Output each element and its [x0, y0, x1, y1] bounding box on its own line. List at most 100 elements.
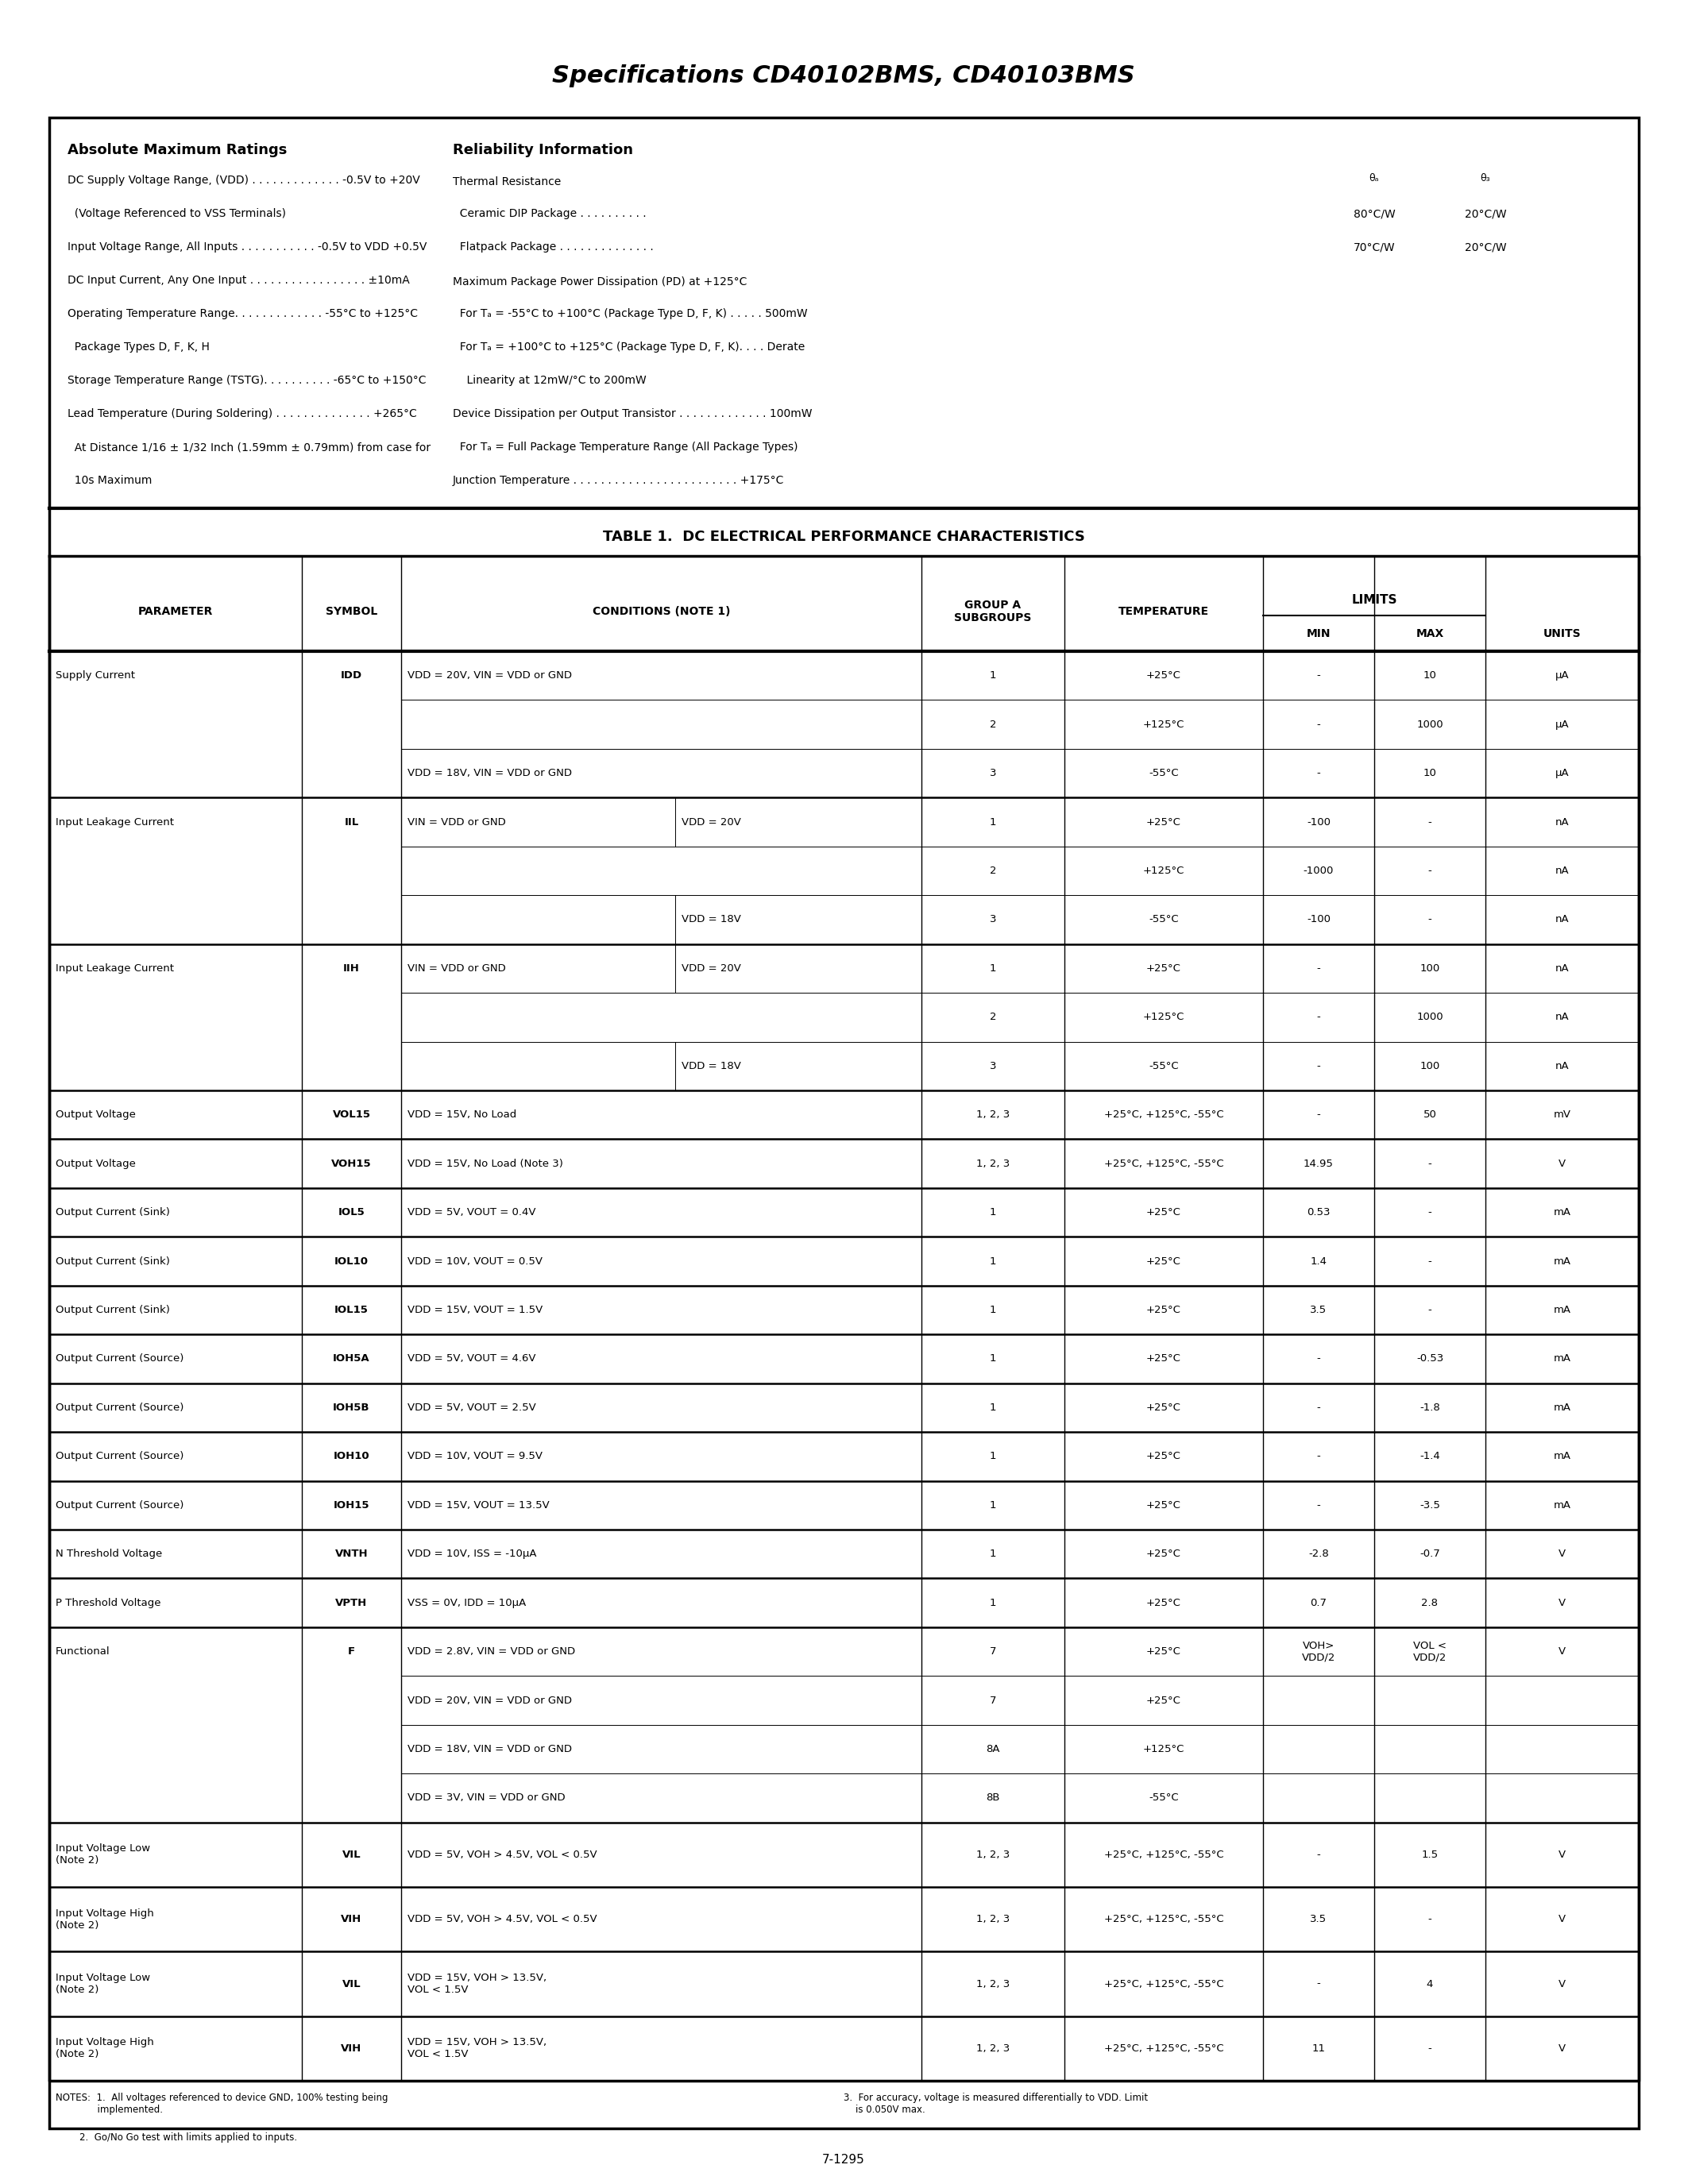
Text: -: -: [1317, 670, 1320, 681]
Text: MIN: MIN: [1307, 629, 1330, 640]
Text: +25°C: +25°C: [1146, 1450, 1182, 1461]
Text: IDD: IDD: [341, 670, 363, 681]
Text: VDD = 15V, No Load (Note 3): VDD = 15V, No Load (Note 3): [407, 1158, 564, 1168]
Text: Junction Temperature . . . . . . . . . . . . . . . . . . . . . . . . +175°C: Junction Temperature . . . . . . . . . .…: [452, 474, 785, 487]
Text: 0.53: 0.53: [1307, 1208, 1330, 1219]
Text: V: V: [1558, 1548, 1566, 1559]
Text: Operating Temperature Range. . . . . . . . . . . . . -55°C to +125°C: Operating Temperature Range. . . . . . .…: [68, 308, 419, 319]
Text: 1: 1: [989, 1208, 996, 1219]
Text: 20°C/W: 20°C/W: [1465, 242, 1506, 253]
Text: VSS = 0V, IDD = 10μA: VSS = 0V, IDD = 10μA: [407, 1599, 527, 1607]
Text: For Tₐ = +100°C to +125°C (Package Type D, F, K). . . . Derate: For Tₐ = +100°C to +125°C (Package Type …: [452, 341, 805, 352]
Text: +25°C, +125°C, -55°C: +25°C, +125°C, -55°C: [1104, 1979, 1224, 1990]
Text: VDD = 5V, VOUT = 2.5V: VDD = 5V, VOUT = 2.5V: [407, 1402, 537, 1413]
Text: DC Input Current, Any One Input . . . . . . . . . . . . . . . . . ±10mA: DC Input Current, Any One Input . . . . …: [68, 275, 410, 286]
Text: mA: mA: [1553, 1500, 1572, 1511]
Text: At Distance 1/16 ± 1/32 Inch (1.59mm ± 0.79mm) from case for: At Distance 1/16 ± 1/32 Inch (1.59mm ± 0…: [68, 441, 430, 452]
Text: -: -: [1317, 769, 1320, 778]
Text: VOL <
VDD/2: VOL < VDD/2: [1413, 1640, 1447, 1662]
Text: 1: 1: [989, 1256, 996, 1267]
Text: 1: 1: [989, 1599, 996, 1607]
Text: 1: 1: [989, 1500, 996, 1511]
Text: V: V: [1558, 1850, 1566, 1861]
Text: Output Current (Sink): Output Current (Sink): [56, 1256, 170, 1267]
Text: VDD = 5V, VOUT = 4.6V: VDD = 5V, VOUT = 4.6V: [407, 1354, 535, 1365]
Text: Ceramic DIP Package . . . . . . . . . .: Ceramic DIP Package . . . . . . . . . .: [452, 207, 647, 218]
Text: 14.95: 14.95: [1303, 1158, 1334, 1168]
Text: 1: 1: [989, 1450, 996, 1461]
Text: Output Current (Source): Output Current (Source): [56, 1354, 184, 1365]
Text: VDD = 15V, VOH > 13.5V,
VOL < 1.5V: VDD = 15V, VOH > 13.5V, VOL < 1.5V: [407, 2038, 547, 2060]
Text: -55°C: -55°C: [1150, 915, 1178, 924]
Text: -2.8: -2.8: [1308, 1548, 1328, 1559]
Text: IOH10: IOH10: [334, 1450, 370, 1461]
Text: Flatpack Package . . . . . . . . . . . . . .: Flatpack Package . . . . . . . . . . . .…: [452, 242, 653, 253]
Text: NOTES:  1.  All voltages referenced to device GND, 100% testing being
          : NOTES: 1. All voltages referenced to dev…: [56, 2092, 388, 2114]
Text: VDD = 10V, VOUT = 9.5V: VDD = 10V, VOUT = 9.5V: [407, 1450, 542, 1461]
Text: GROUP A
SUBGROUPS: GROUP A SUBGROUPS: [954, 601, 1031, 622]
Text: 0.7: 0.7: [1310, 1599, 1327, 1607]
Text: -: -: [1428, 1158, 1431, 1168]
Text: Thermal Resistance: Thermal Resistance: [452, 177, 560, 188]
Text: -: -: [1317, 1850, 1320, 1861]
Text: For Tₐ = -55°C to +100°C (Package Type D, F, K) . . . . . 500mW: For Tₐ = -55°C to +100°C (Package Type D…: [452, 308, 807, 319]
Text: IIH: IIH: [343, 963, 360, 974]
Text: nA: nA: [1555, 865, 1570, 876]
Text: Output Current (Sink): Output Current (Sink): [56, 1208, 170, 1219]
Text: mA: mA: [1553, 1354, 1572, 1365]
Text: +125°C: +125°C: [1143, 1011, 1185, 1022]
Text: IIL: IIL: [344, 817, 360, 828]
Text: VDD = 2.8V, VIN = VDD or GND: VDD = 2.8V, VIN = VDD or GND: [407, 1647, 576, 1658]
Text: VIN = VDD or GND: VIN = VDD or GND: [407, 817, 506, 828]
Text: 3: 3: [989, 769, 996, 778]
Text: VIN = VDD or GND: VIN = VDD or GND: [407, 963, 506, 974]
Text: -: -: [1428, 865, 1431, 876]
Text: 8A: 8A: [986, 1745, 999, 1754]
Text: nA: nA: [1555, 963, 1570, 974]
Text: 1000: 1000: [1416, 1011, 1443, 1022]
Text: VIH: VIH: [341, 2044, 361, 2053]
Text: N Threshold Voltage: N Threshold Voltage: [56, 1548, 162, 1559]
Text: +25°C: +25°C: [1146, 1354, 1182, 1365]
Text: V: V: [1558, 2044, 1566, 2053]
Text: VDD = 20V: VDD = 20V: [682, 963, 741, 974]
Text: 3: 3: [989, 1061, 996, 1070]
Text: 100: 100: [1420, 1061, 1440, 1070]
Text: VPTH: VPTH: [336, 1599, 368, 1607]
Text: (Voltage Referenced to VSS Terminals): (Voltage Referenced to VSS Terminals): [68, 207, 285, 218]
Text: μA: μA: [1555, 769, 1570, 778]
Text: V: V: [1558, 1979, 1566, 1990]
Text: VIH: VIH: [341, 1913, 361, 1924]
Text: VNTH: VNTH: [334, 1548, 368, 1559]
Text: 7-1295: 7-1295: [822, 2153, 864, 2167]
Text: θ₃: θ₃: [1480, 173, 1491, 183]
Text: +25°C: +25°C: [1146, 1500, 1182, 1511]
Text: -: -: [1428, 1304, 1431, 1315]
Text: 1: 1: [989, 1402, 996, 1413]
Text: 1.4: 1.4: [1310, 1256, 1327, 1267]
Text: IOH5A: IOH5A: [333, 1354, 370, 1365]
Text: Reliability Information: Reliability Information: [452, 142, 633, 157]
Text: 100: 100: [1420, 963, 1440, 974]
Text: IOL10: IOL10: [334, 1256, 368, 1267]
Text: nA: nA: [1555, 1061, 1570, 1070]
Text: 1, 2, 3: 1, 2, 3: [976, 1979, 1009, 1990]
Text: θₐ: θₐ: [1369, 173, 1379, 183]
Text: -: -: [1317, 963, 1320, 974]
Text: Output Voltage: Output Voltage: [56, 1109, 135, 1120]
Text: -: -: [1428, 1256, 1431, 1267]
Text: 4: 4: [1426, 1979, 1433, 1990]
Text: +25°C: +25°C: [1146, 1548, 1182, 1559]
Text: VDD = 18V: VDD = 18V: [682, 1061, 741, 1070]
Text: mA: mA: [1553, 1450, 1572, 1461]
Text: Supply Current: Supply Current: [56, 670, 135, 681]
Text: μA: μA: [1555, 670, 1570, 681]
Text: UNITS: UNITS: [1543, 629, 1582, 640]
Text: IOH15: IOH15: [334, 1500, 370, 1511]
Text: 80°C/W: 80°C/W: [1354, 207, 1396, 218]
Text: V: V: [1558, 1647, 1566, 1658]
Text: 1: 1: [989, 670, 996, 681]
Text: VDD = 20V, VIN = VDD or GND: VDD = 20V, VIN = VDD or GND: [407, 1695, 572, 1706]
Text: VIL: VIL: [343, 1979, 361, 1990]
Text: -55°C: -55°C: [1150, 1793, 1178, 1804]
